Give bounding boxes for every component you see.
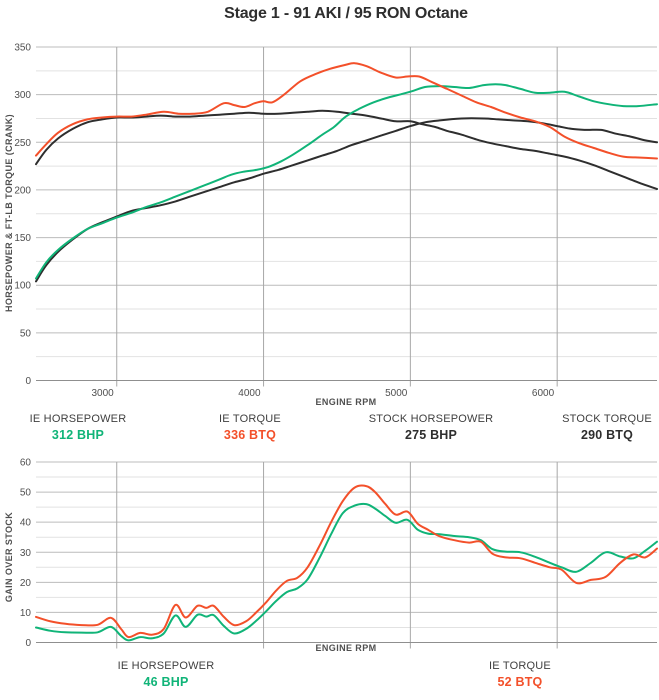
legend-value: 275 BHP [404, 428, 458, 442]
legend-value: 52 BTQ [497, 675, 543, 689]
svg-text:5000: 5000 [385, 388, 408, 399]
legend-gain-ie-torque: IE TORQUE 52 BTQ [489, 660, 551, 689]
svg-text:350: 350 [14, 43, 31, 54]
legend-value: 336 BTQ [223, 428, 277, 442]
y-axis-label-horsepower-torque: HORSEPOWER & FT-LB TORQUE (CRANK) [4, 113, 14, 313]
svg-text:300: 300 [14, 90, 31, 101]
legend-value: 46 BHP [143, 675, 189, 689]
page-title: Stage 1 - 91 AKI / 95 RON Octane [224, 5, 468, 22]
legend-stock-torque: STOCK TORQUE 290 BTQ [562, 413, 652, 442]
svg-text:150: 150 [14, 233, 31, 244]
svg-text:30: 30 [20, 548, 32, 559]
legend-stock-horsepower: STOCK HORSEPOWER 275 BHP [369, 413, 494, 442]
svg-text:100: 100 [14, 281, 31, 292]
svg-text:6000: 6000 [532, 388, 555, 399]
svg-text:40: 40 [20, 518, 32, 529]
svg-text:200: 200 [14, 185, 31, 196]
svg-text:3000: 3000 [91, 388, 114, 399]
legend-ie-torque: IE TORQUE 336 BTQ [219, 413, 281, 442]
svg-text:50: 50 [20, 488, 32, 499]
x-axis-label-engine-rpm-bottom: ENGINE RPM [315, 643, 377, 653]
x-axis-label-engine-rpm-top: ENGINE RPM [315, 397, 377, 407]
svg-text:250: 250 [14, 138, 31, 149]
legend-label: IE TORQUE [219, 413, 281, 425]
legend-ie-horsepower: IE HORSEPOWER 312 BHP [30, 413, 127, 442]
legend-gain-ie-horsepower: IE HORSEPOWER 46 BHP [118, 660, 215, 689]
svg-text:0: 0 [25, 376, 31, 387]
legend-value: 290 BTQ [580, 428, 634, 442]
svg-text:10: 10 [20, 608, 32, 619]
y-axis-label-gain-over-stock: GAIN OVER STOCK [4, 511, 14, 603]
legend-label: STOCK TORQUE [562, 413, 652, 425]
legend-label: IE TORQUE [489, 660, 551, 672]
svg-text:0: 0 [25, 638, 31, 649]
legend-label: IE HORSEPOWER [29, 413, 127, 425]
legend-value: 312 BHP [51, 428, 105, 442]
svg-text:50: 50 [20, 328, 32, 339]
svg-text:60: 60 [20, 458, 32, 469]
legend-label: IE HORSEPOWER [117, 660, 215, 672]
svg-text:4000: 4000 [238, 388, 261, 399]
svg-text:20: 20 [20, 578, 32, 589]
legend-label: STOCK HORSEPOWER [368, 413, 494, 425]
